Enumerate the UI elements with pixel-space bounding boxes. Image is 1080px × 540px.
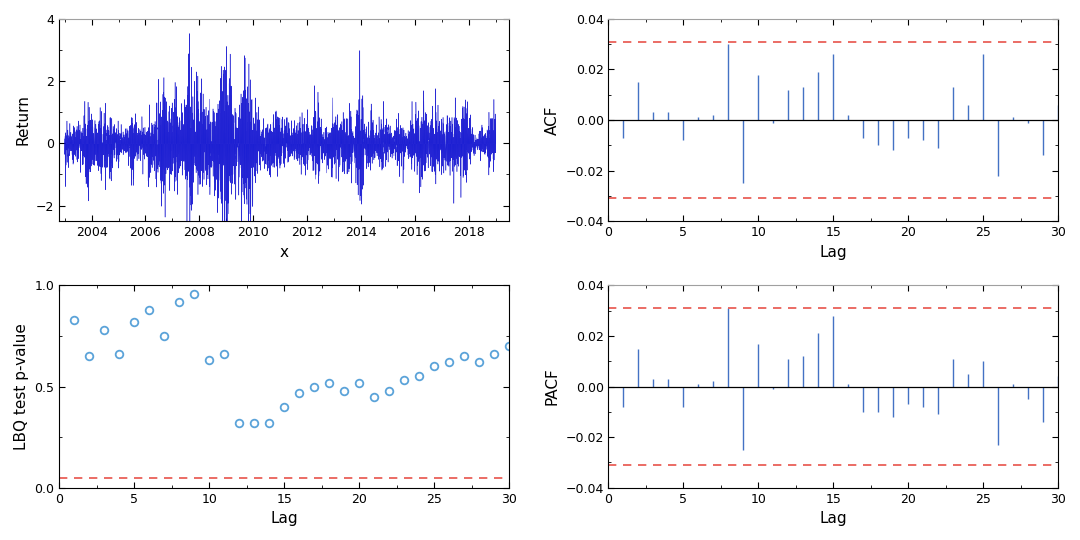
X-axis label: Lag: Lag [270,511,298,526]
X-axis label: Lag: Lag [820,511,847,526]
Y-axis label: ACF: ACF [544,105,559,135]
Y-axis label: PACF: PACF [544,368,559,406]
X-axis label: Lag: Lag [820,245,847,260]
Y-axis label: Return: Return [15,94,30,145]
Y-axis label: LBQ test p-value: LBQ test p-value [14,323,29,450]
X-axis label: x: x [280,245,288,260]
